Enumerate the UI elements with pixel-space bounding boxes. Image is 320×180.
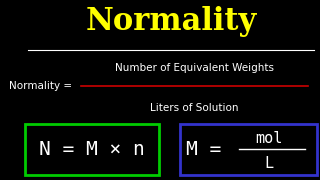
Text: M =: M = bbox=[186, 140, 233, 159]
Text: Normality: Normality bbox=[85, 6, 257, 37]
Text: Liters of Solution: Liters of Solution bbox=[150, 103, 239, 113]
Text: Number of Equivalent Weights: Number of Equivalent Weights bbox=[115, 63, 274, 73]
FancyBboxPatch shape bbox=[180, 124, 317, 175]
FancyBboxPatch shape bbox=[25, 124, 159, 175]
Text: N = M × n: N = M × n bbox=[39, 140, 145, 159]
Text: Normality =: Normality = bbox=[9, 81, 76, 91]
Text: L: L bbox=[265, 156, 274, 171]
Text: mol: mol bbox=[256, 131, 283, 146]
